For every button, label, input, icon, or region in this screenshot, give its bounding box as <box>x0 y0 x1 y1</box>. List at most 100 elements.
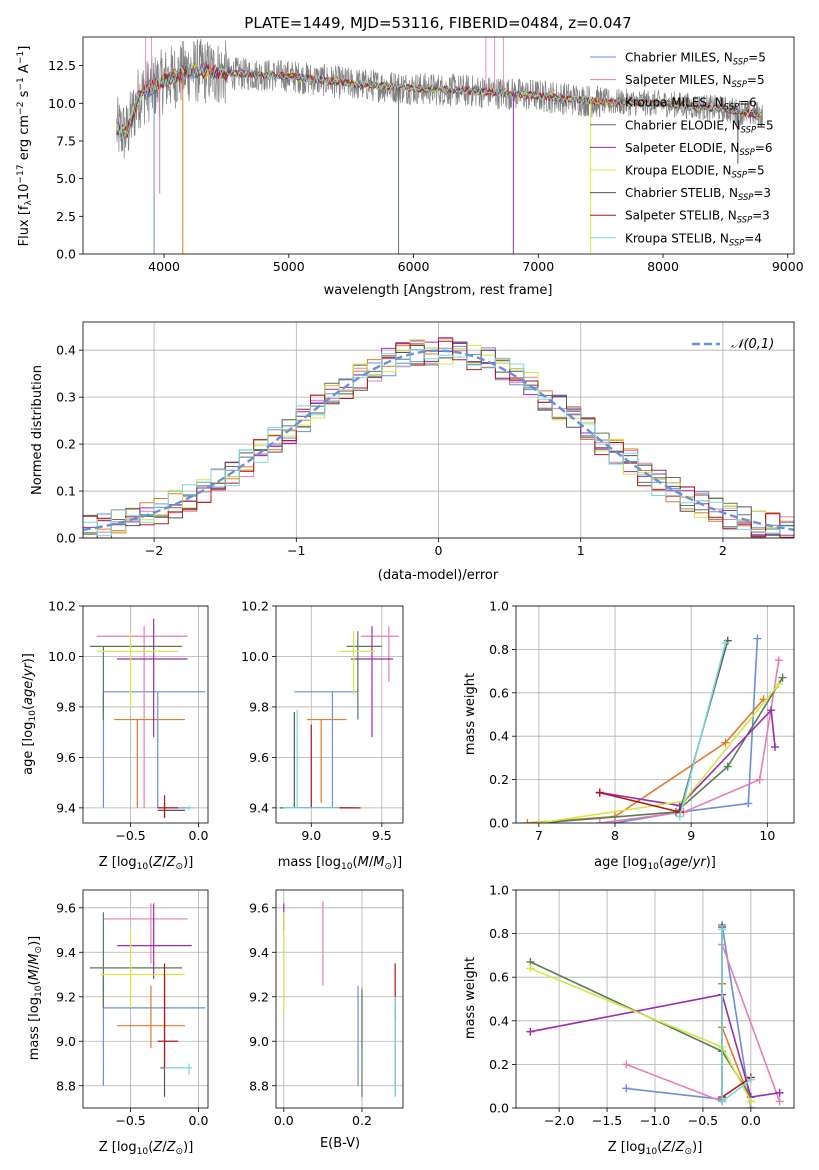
figure-title: PLATE=1449, MJD=53116, FIBERID=0484, z=0… <box>244 14 631 32</box>
y-tick-label: 10.0 <box>241 649 269 664</box>
legend-entry-2: Kroupa MILES, NSSP=6 <box>625 96 757 112</box>
y-axis-label: Flux [fλ10−17 erg cm−2 s−1 A−1] <box>16 46 34 247</box>
y-tick-label: 7.5 <box>56 133 76 148</box>
plot-area-massweight_vs_age <box>523 634 787 823</box>
observed-spectrum-line <box>116 38 763 159</box>
panel-mass_vs_Z: −0.5 0.0 8.8 9.0 9.2 9.4 9.6 Z [log10(Z/Z⊙)] mas… <box>27 889 209 1157</box>
y-tick-label: 0.2 <box>489 772 509 787</box>
x-tick-label: −2 <box>145 543 163 558</box>
axes-frame <box>82 36 795 255</box>
x-axis-label: wavelength [Angstrom, rest frame] <box>324 283 553 298</box>
plot-area-age_vs_mass <box>280 626 399 809</box>
y-tick-label: 0.2 <box>489 1057 509 1072</box>
y-tick-label: 9.0 <box>56 1034 76 1049</box>
series-marker-0 <box>622 1084 631 1093</box>
x-tick-label: 0 <box>435 543 443 558</box>
x-axis-label: age [log10(age/yr)] <box>594 855 716 872</box>
x-tick-label: 0.2 <box>352 1113 372 1128</box>
legend-entry-3: Chabrier ELODIE, NSSP=5 <box>625 118 774 134</box>
x-tick-label: 7000 <box>522 259 554 274</box>
x-tick-label: 0.0 <box>274 1113 294 1128</box>
plot-area-spectrum <box>116 37 763 254</box>
series-marker-1 <box>775 1097 784 1106</box>
normal-curve <box>83 349 794 531</box>
y-tick-label: 9.4 <box>249 800 269 815</box>
x-axis-label: Z [log10(Z/Z⊙)] <box>99 855 194 872</box>
series-marker-8 <box>718 925 727 934</box>
x-tick-label: 6000 <box>398 259 430 274</box>
axes-frame <box>82 321 795 539</box>
series-line-1 <box>599 660 780 823</box>
series-marker-4 <box>767 706 776 715</box>
y-tick-label: 12.5 <box>48 58 76 73</box>
y-tick-label: 0.0 <box>489 816 509 831</box>
series-line-3 <box>538 677 784 823</box>
series-marker-1 <box>774 656 783 665</box>
legend-entry-1: Salpeter MILES, NSSP=5 <box>625 73 765 89</box>
x-axis-label: (data-model)/error <box>378 568 499 583</box>
x-tick-label: −1.0 <box>640 1113 670 1128</box>
y-tick-label: 9.4 <box>249 945 269 960</box>
panel-mass_vs_EBV: 0.0 0.2 8.8 9.0 9.2 9.4 9.6 E(B-V) <box>249 889 404 1151</box>
y-tick-label: 0.0 <box>489 1101 509 1116</box>
y-tick-label: 0.4 <box>489 1013 509 1028</box>
series-line-0 <box>626 924 752 1108</box>
y-tick-label: 9.8 <box>56 699 76 714</box>
series-marker-8 <box>721 638 730 647</box>
plot-area-age_vs_Z <box>89 618 206 818</box>
axes-frame <box>275 605 404 824</box>
histogram-8 <box>83 349 794 536</box>
series-line-4 <box>530 993 780 1098</box>
panel-massweight_vs_age: 7 8 9 10 0.0 0.2 0.4 0.6 0.8 1.0 age [log10(age/yr… <box>463 599 795 872</box>
series-marker-4 <box>775 1088 784 1097</box>
series-marker-4 <box>770 743 779 752</box>
y-tick-label: 9.6 <box>56 750 76 765</box>
x-tick-label: 0.0 <box>189 1113 209 1128</box>
y-axis-label: mass [log10(M/M⊙)] <box>27 936 44 1060</box>
series-marker-0 <box>753 634 762 643</box>
x-tick-label: 2 <box>719 543 727 558</box>
y-tick-label: 0.6 <box>489 970 509 985</box>
y-tick-label: 10.2 <box>48 599 76 614</box>
legend-entry-0: Chabrier MILES, NSSP=5 <box>625 51 766 67</box>
y-axis-label: age [log10(age/yr)] <box>21 653 38 775</box>
x-axis-label: mass [log10(M/M⊙)] <box>278 855 402 872</box>
panel-age_vs_mass: 9.0 9.5 9.4 9.6 9.8 10.0 10.2 mass [log10(M/M⊙)… <box>241 599 404 872</box>
y-axis-label: mass weight <box>463 957 478 1039</box>
axes-frame <box>515 605 795 824</box>
x-tick-label: 5000 <box>273 259 305 274</box>
y-tick-label: 0.4 <box>56 343 76 358</box>
y-tick-label: 8.8 <box>56 1078 76 1093</box>
y-tick-label: 9.6 <box>249 900 269 915</box>
series-line-4 <box>599 708 776 807</box>
y-axis-label: Normed distribution <box>30 365 45 495</box>
x-axis-label: E(B-V) <box>320 1136 360 1151</box>
panel-spectrum: 4000 5000 6000 7000 8000 9000 0.0 2.5 5.0 7.5 10.0… <box>16 36 804 298</box>
series-marker-8 <box>746 1075 755 1084</box>
legend-normal-label: 𝒩(0,1) <box>731 337 774 352</box>
y-tick-label: 1.0 <box>489 599 509 614</box>
legend-entry-8: Kroupa STELIB, NSSP=4 <box>625 231 762 247</box>
series-marker-3 <box>778 673 787 682</box>
x-tick-label: 7 <box>535 828 543 843</box>
x-tick-label: 10 <box>759 828 775 843</box>
series-marker-5 <box>534 819 543 823</box>
y-tick-label: 5.0 <box>56 171 76 186</box>
y-tick-label: 10.2 <box>241 599 269 614</box>
y-tick-label: 9.6 <box>56 900 76 915</box>
y-tick-label: 2.5 <box>56 209 76 224</box>
y-tick-label: 9.8 <box>249 699 269 714</box>
series-line-5 <box>530 967 752 1102</box>
x-tick-label: −2.0 <box>544 1113 574 1128</box>
y-tick-label: 0.8 <box>489 642 509 657</box>
y-tick-label: 9.6 <box>249 750 269 765</box>
panel-residuals: −2 −1 0 1 2 0.0 0.1 0.2 0.3 0.4 𝒩(0,1) (data-model)… <box>30 321 795 583</box>
y-tick-label: 1.0 <box>489 883 509 898</box>
axes-frame <box>275 889 404 1109</box>
series-line-8 <box>679 642 727 817</box>
series-marker-5 <box>746 1097 755 1106</box>
x-tick-label: 0.0 <box>189 828 209 843</box>
x-tick-label: 8000 <box>647 259 679 274</box>
legend-entry-4: Salpeter ELODIE, NSSP=6 <box>625 141 773 157</box>
x-tick-label: −0.5 <box>115 1113 145 1128</box>
